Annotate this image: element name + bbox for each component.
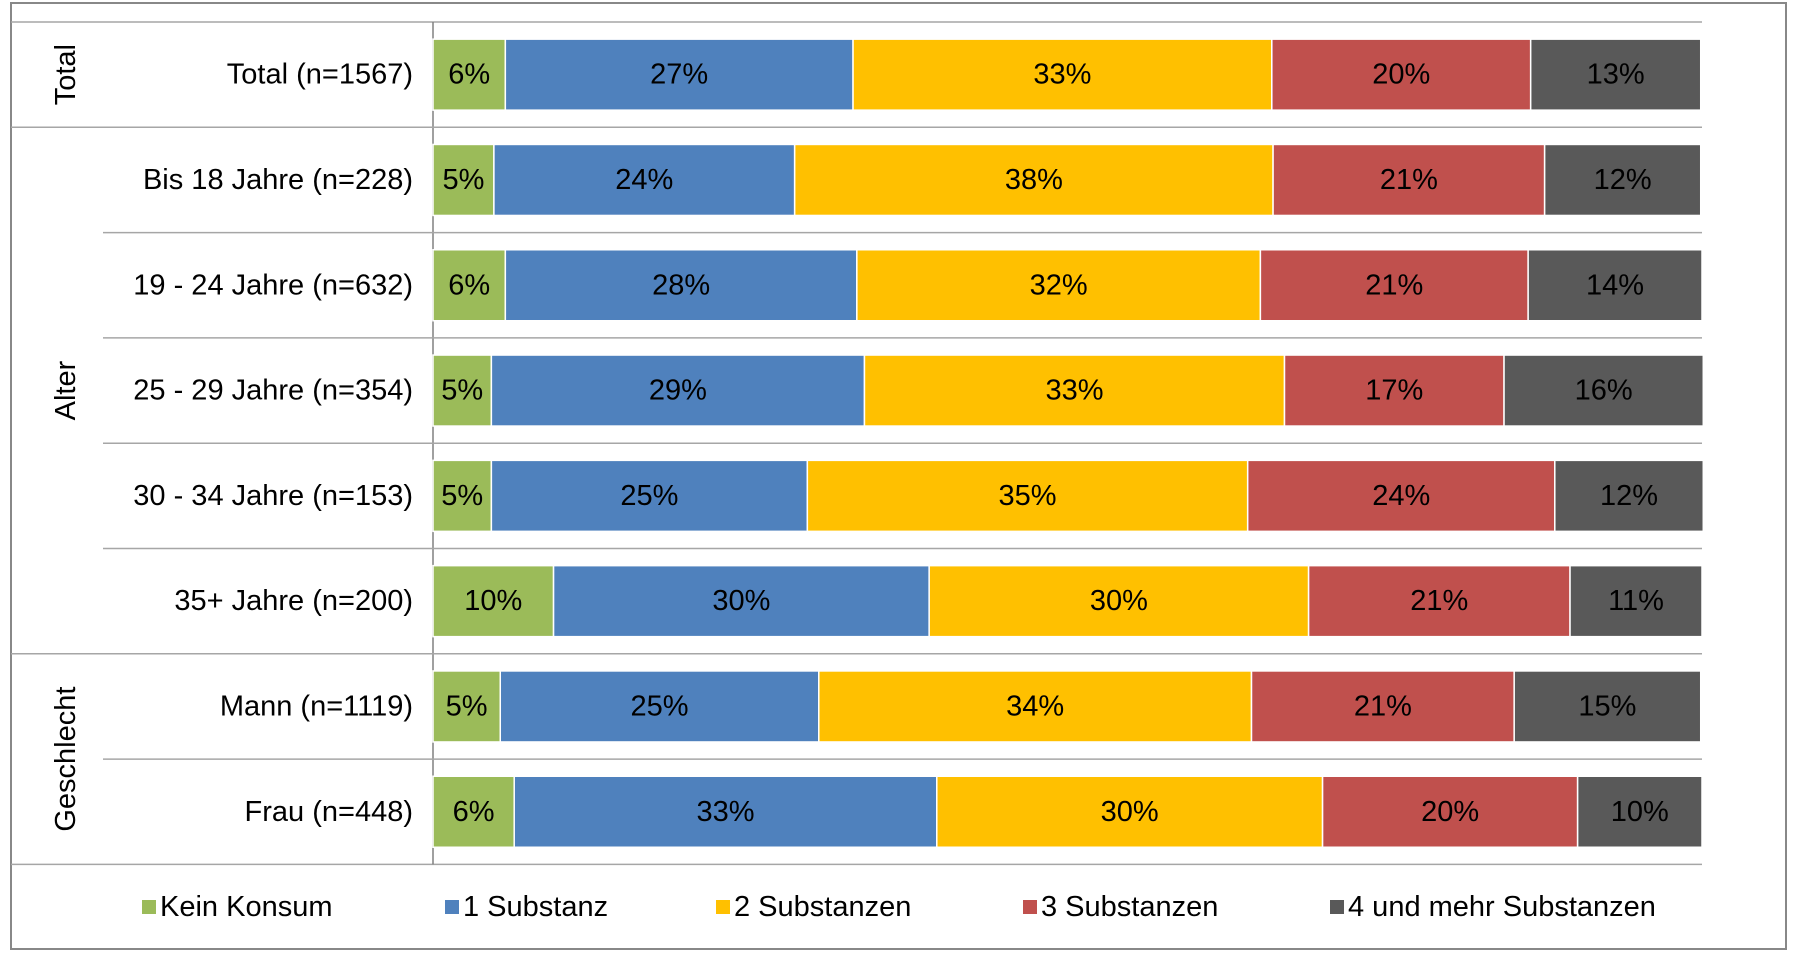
data-label: 20% bbox=[1421, 796, 1479, 828]
bar-segment bbox=[432, 249, 507, 322]
bar-segment bbox=[1321, 775, 1579, 848]
data-label: 32% bbox=[1030, 269, 1088, 301]
bar-segment bbox=[856, 249, 1262, 322]
group-label: Total bbox=[50, 44, 82, 105]
bar-segment bbox=[1503, 354, 1705, 427]
data-label: 15% bbox=[1578, 690, 1636, 722]
bar-segment bbox=[1576, 775, 1703, 848]
data-label: 30% bbox=[1101, 796, 1159, 828]
bar-segment bbox=[1569, 564, 1703, 638]
bar-segment bbox=[499, 670, 820, 743]
bar-segment bbox=[432, 143, 495, 217]
bar-segment bbox=[1529, 38, 1702, 111]
y-tick-label: 25 - 29 Jahre (n=354) bbox=[133, 375, 413, 407]
legend-label: 2 Substanzen bbox=[734, 891, 911, 923]
data-label: 33% bbox=[1033, 59, 1091, 91]
bar-segment bbox=[513, 775, 938, 848]
legend-swatch bbox=[1330, 900, 1344, 914]
data-label: 28% bbox=[652, 269, 710, 301]
bar-segment bbox=[806, 459, 1249, 533]
data-label: 6% bbox=[453, 796, 495, 828]
bar-segment bbox=[852, 38, 1273, 111]
bar-segment bbox=[1272, 143, 1546, 217]
bar-segment bbox=[928, 564, 1310, 638]
data-label: 24% bbox=[1372, 480, 1430, 512]
bar-segment bbox=[432, 38, 507, 111]
data-label: 21% bbox=[1410, 585, 1468, 617]
data-label: 17% bbox=[1365, 375, 1423, 407]
bar-segment bbox=[1513, 670, 1702, 743]
bar-segment bbox=[504, 38, 854, 111]
y-tick-label: 19 - 24 Jahre (n=632) bbox=[133, 269, 413, 301]
data-label: 21% bbox=[1354, 690, 1412, 722]
y-tick-label: 35+ Jahre (n=200) bbox=[174, 585, 413, 617]
legend-swatch bbox=[716, 900, 730, 914]
data-label: 25% bbox=[620, 480, 678, 512]
legend-label: 4 und mehr Substanzen bbox=[1348, 891, 1656, 923]
data-label: 29% bbox=[649, 375, 707, 407]
legend-swatch bbox=[142, 900, 156, 914]
data-label: 33% bbox=[696, 796, 754, 828]
bar-segment bbox=[432, 564, 555, 638]
y-tick-label: Mann (n=1119) bbox=[220, 690, 413, 722]
data-label: 24% bbox=[615, 164, 673, 196]
bar-segment bbox=[1283, 354, 1505, 427]
data-label: 21% bbox=[1380, 164, 1438, 196]
bar-segment bbox=[1543, 143, 1702, 217]
bar-segment bbox=[490, 354, 866, 427]
legend-label: 3 Substanzen bbox=[1041, 891, 1218, 923]
bar-segment bbox=[1271, 38, 1532, 111]
bar-segment bbox=[504, 249, 858, 322]
bar-segment bbox=[490, 459, 809, 533]
bar-segment bbox=[1259, 249, 1529, 322]
data-label: 16% bbox=[1575, 375, 1633, 407]
data-label: 6% bbox=[448, 269, 490, 301]
data-label: 6% bbox=[448, 59, 490, 91]
bar-segment bbox=[1527, 249, 1703, 322]
y-tick-label: Bis 18 Jahre (n=228) bbox=[143, 164, 413, 196]
data-label: 13% bbox=[1587, 59, 1645, 91]
bar-segment bbox=[793, 143, 1274, 217]
y-tick-label: Total (n=1567) bbox=[227, 59, 413, 91]
bar-segment bbox=[1246, 459, 1556, 533]
data-label: 12% bbox=[1600, 480, 1658, 512]
data-label: 27% bbox=[650, 59, 708, 91]
bar-segment bbox=[1250, 670, 1515, 743]
data-label: 34% bbox=[1006, 690, 1064, 722]
bar-segment bbox=[432, 775, 515, 848]
data-label: 21% bbox=[1365, 269, 1423, 301]
legend-label: 1 Substanz bbox=[463, 891, 608, 923]
group-label: Alter bbox=[50, 360, 82, 420]
bar-segment bbox=[936, 775, 1324, 848]
data-label: 30% bbox=[712, 585, 770, 617]
data-label: 33% bbox=[1045, 375, 1103, 407]
bar-segment bbox=[432, 354, 493, 427]
data-label: 10% bbox=[464, 585, 522, 617]
data-label: 12% bbox=[1594, 164, 1652, 196]
group-label: Geschlecht bbox=[50, 687, 82, 832]
y-tick-label: Frau (n=448) bbox=[245, 796, 413, 828]
bar-segment bbox=[552, 564, 930, 638]
legend-swatch bbox=[1023, 900, 1037, 914]
data-label: 5% bbox=[446, 690, 488, 722]
y-tick-label: 30 - 34 Jahre (n=153) bbox=[133, 480, 413, 512]
bar-segment bbox=[863, 354, 1286, 427]
data-label: 5% bbox=[441, 480, 483, 512]
bar-segment bbox=[1307, 564, 1571, 638]
data-label: 25% bbox=[630, 690, 688, 722]
data-label: 10% bbox=[1611, 796, 1669, 828]
data-label: 5% bbox=[442, 164, 484, 196]
data-label: 20% bbox=[1372, 59, 1430, 91]
data-label: 14% bbox=[1586, 269, 1644, 301]
legend-swatch bbox=[445, 900, 459, 914]
data-label: 35% bbox=[999, 480, 1057, 512]
bar-segment bbox=[493, 143, 796, 217]
data-label: 11% bbox=[1608, 585, 1664, 617]
data-label: 38% bbox=[1005, 164, 1063, 196]
legend-label: Kein Konsum bbox=[160, 891, 333, 923]
bar-segment bbox=[1554, 459, 1705, 533]
data-label: 5% bbox=[441, 375, 483, 407]
data-label: 30% bbox=[1090, 585, 1148, 617]
